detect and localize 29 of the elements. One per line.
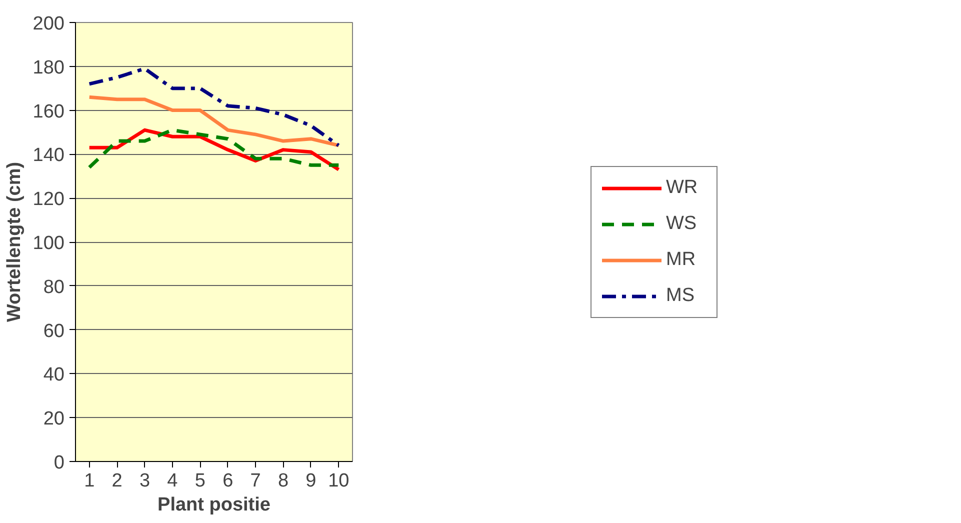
y-tick-label: 40	[43, 364, 65, 386]
y-tick-label: 80	[43, 276, 65, 298]
x-tick-label: 5	[194, 470, 206, 492]
legend-label: MS	[666, 284, 696, 306]
x-tick-label: 3	[139, 470, 150, 492]
x-tick-label: 8	[278, 470, 289, 492]
x-axis-title: Plant positie	[158, 494, 270, 516]
x-tick-label: 1	[84, 470, 95, 492]
x-tick-label: 6	[222, 470, 234, 492]
legend-label: MR	[666, 248, 697, 270]
y-tick-label: 100	[32, 233, 64, 254]
y-tick-label: 140	[32, 145, 64, 166]
legend-label: WS	[666, 212, 698, 234]
x-tick-label: 7	[250, 470, 261, 492]
y-tick-label: 120	[32, 189, 64, 210]
legend-label: WR	[666, 176, 699, 198]
y-tick-label: 0	[54, 452, 65, 474]
y-tick-label: 60	[43, 320, 65, 342]
y-tick-label: 180	[32, 57, 64, 78]
y-tick-label: 160	[32, 101, 64, 122]
x-tick-label: 9	[306, 470, 316, 492]
x-tick-label: 4	[167, 470, 178, 492]
x-tick-label: 2	[112, 470, 122, 492]
line-series	[88, 66, 340, 148]
y-axis-title: Wortellengte (cm)	[4, 162, 25, 322]
line-series	[88, 95, 340, 148]
y-tick-label: 20	[43, 408, 65, 430]
y-tick-label: 200	[32, 14, 64, 34]
x-tick-label: 10	[328, 470, 350, 492]
